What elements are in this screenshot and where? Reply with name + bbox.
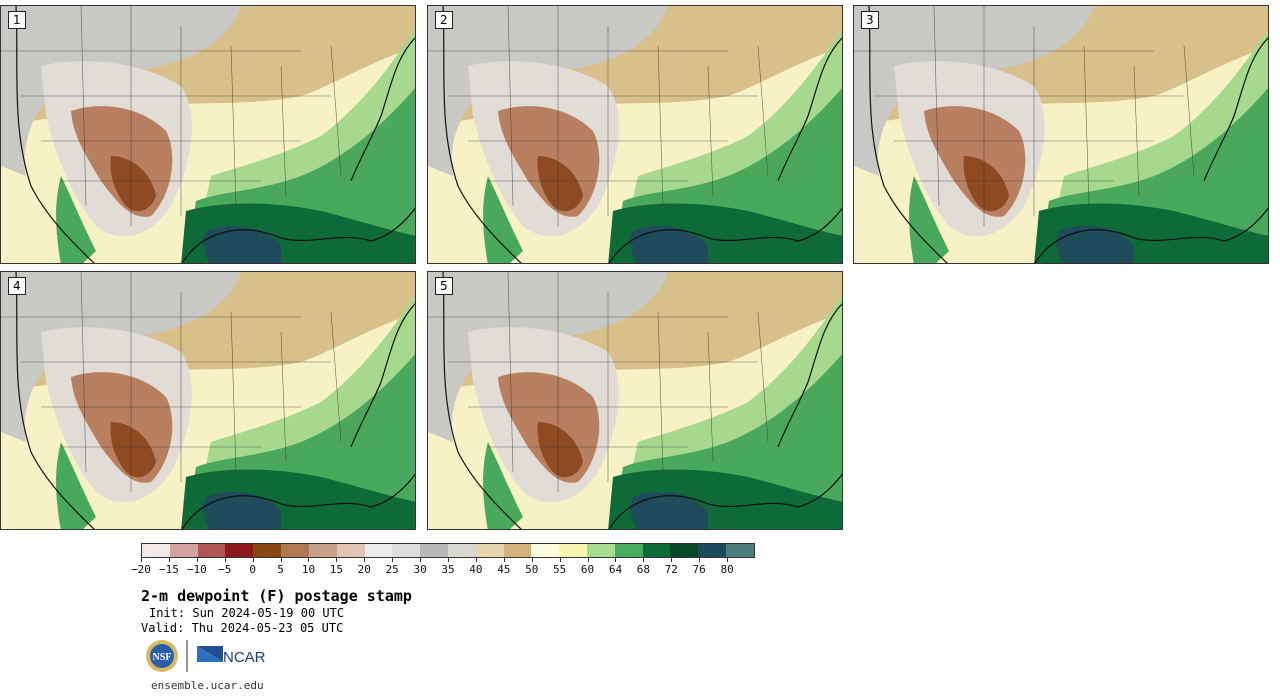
colorbar-tick-mark — [615, 558, 617, 562]
colorbar-tick-mark — [475, 558, 477, 562]
colorbar-swatch — [642, 544, 671, 557]
colorbar-tick-label: 40 — [469, 563, 483, 576]
colorbar-tick-mark — [727, 558, 729, 562]
colorbar-tick-label: −5 — [218, 563, 232, 576]
dewpoint-map — [428, 272, 842, 529]
colorbar-tick-label: 76 — [692, 563, 706, 576]
colorbar-ticks: −20 −15 −10 −5 0 5 10 15 20 25 30 35 40 45 50 55 60 64 68 7… — [131, 558, 755, 578]
dewpoint-map — [1, 6, 415, 263]
colorbar-swatch — [169, 544, 198, 557]
colorbar-swatch — [614, 544, 643, 557]
map-panel-5: 5 — [427, 271, 843, 530]
colorbar-swatch — [559, 544, 587, 557]
colorbar-tick-mark — [643, 558, 645, 562]
colorbar-swatch — [503, 544, 532, 557]
nsf-logo-text: NSF — [153, 652, 172, 663]
colorbar-tick-label: 50 — [525, 563, 539, 576]
panel-number: 5 — [435, 277, 453, 295]
colorbar-tick-label: 35 — [441, 563, 455, 576]
colorbar-tick-label: 30 — [413, 563, 427, 576]
colorbar-tick-mark — [364, 558, 366, 562]
colorbar-swatch — [336, 544, 365, 557]
colorbar-tick-label: 55 — [553, 563, 567, 576]
colorbar-tick-mark — [587, 558, 589, 562]
colorbar-swatch — [308, 544, 337, 557]
colorbar-swatch — [531, 544, 560, 557]
colorbar-tick-mark — [252, 558, 254, 562]
colorbar-tick-label: 5 — [277, 563, 284, 576]
colorbar-tick-mark — [448, 558, 449, 562]
dewpoint-map — [428, 6, 842, 263]
map-panel-2: 2 — [427, 5, 843, 264]
colorbar-tick-label: 60 — [580, 563, 595, 576]
ncar-logo: NCAR — [197, 646, 266, 666]
colorbar-swatch — [475, 544, 504, 557]
colorbar-tick-mark — [336, 558, 338, 562]
colorbar-tick-label: −20 — [131, 563, 151, 576]
colorbar-swatch — [726, 544, 754, 557]
dewpoint-map — [854, 6, 1268, 263]
panel-number: 2 — [435, 11, 453, 29]
colorbar-swatch — [587, 544, 615, 557]
colorbar-tick-mark — [224, 558, 226, 562]
colorbar-tick-mark — [196, 558, 198, 562]
colorbar-tick-mark — [559, 558, 561, 562]
figure-title: 2-m dewpoint (F) postage stamp — [141, 587, 412, 605]
colorbar-swatch — [447, 544, 476, 557]
colorbar-tick-label: 80 — [720, 563, 734, 576]
colorbar-swatch — [670, 544, 699, 557]
map-panel-1: 1 — [0, 5, 416, 264]
colorbar-tick-label: 64 — [608, 563, 623, 576]
init-time: Init: Sun 2024-05-19 00 UTC — [149, 606, 345, 620]
colorbar-swatch — [364, 544, 393, 557]
colorbar-tick-mark — [308, 558, 310, 562]
nsf-logo: NSF — [146, 640, 178, 672]
valid-time: Valid: Thu 2024-05-23 05 UTC — [141, 621, 344, 635]
map-panel-4: 4 — [0, 271, 416, 530]
colorbar-tick-mark — [420, 558, 422, 562]
colorbar-swatch — [281, 544, 309, 557]
panel-number: 3 — [861, 11, 879, 29]
site-url: ensemble.ucar.edu — [151, 679, 264, 692]
colorbar-tick-label: 25 — [385, 563, 399, 576]
colorbar-tick-label: 72 — [664, 563, 678, 576]
map-panel-3: 3 — [853, 5, 1269, 264]
colorbar-tick-mark — [392, 558, 394, 562]
panel-number: 1 — [8, 11, 26, 29]
dewpoint-map — [1, 272, 415, 529]
colorbar-tick-label: 45 — [497, 563, 511, 576]
colorbar-swatch — [142, 544, 170, 557]
colorbar-swatch — [420, 544, 448, 557]
logos: NSF NCAR — [146, 640, 266, 672]
colorbar-swatch — [698, 544, 727, 557]
colorbar-tick-mark — [280, 558, 282, 562]
colorbar-tick-label: 68 — [636, 563, 650, 576]
ncar-logo-text: NCAR — [223, 649, 266, 666]
colorbar-tick-mark — [671, 558, 673, 562]
colorbar-tick-label: 20 — [357, 563, 371, 576]
colorbar — [141, 543, 755, 558]
colorbar-swatch — [225, 544, 254, 557]
colorbar-tick-label: −10 — [186, 563, 207, 576]
colorbar-tick-label: 15 — [329, 563, 343, 576]
colorbar-tick-mark — [699, 558, 701, 562]
colorbar-swatch — [253, 544, 282, 557]
colorbar-tick-label: −15 — [158, 563, 179, 576]
colorbar-swatch — [197, 544, 226, 557]
panel-number: 4 — [8, 277, 26, 295]
colorbar-tick-mark — [503, 558, 505, 562]
colorbar-tick-label: 10 — [301, 563, 316, 576]
colorbar-tick-label: 0 — [249, 563, 256, 576]
colorbar-tick-mark — [531, 558, 533, 562]
colorbar-tick-mark — [141, 558, 142, 562]
colorbar-tick-mark — [168, 558, 170, 562]
colorbar-swatch — [392, 544, 421, 557]
